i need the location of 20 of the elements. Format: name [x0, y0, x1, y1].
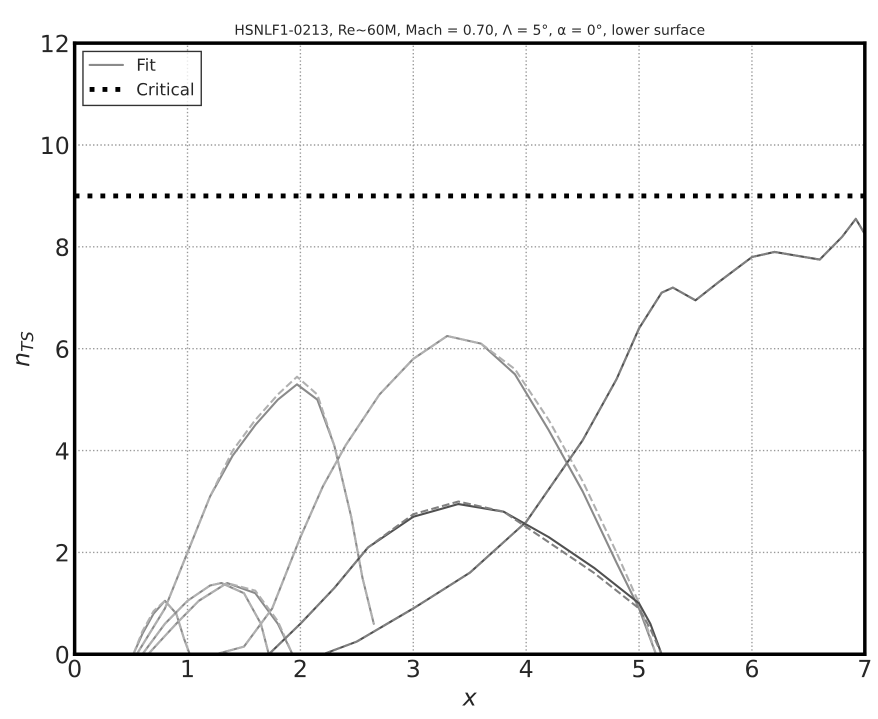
y-tick-label: 0 [56, 646, 68, 664]
x-tick-label: 7 [859, 660, 870, 678]
y-axis-title: n$_{TS}$ [16, 332, 34, 366]
x-tick-label: 4 [520, 660, 532, 678]
y-tick-label: 6 [56, 340, 68, 358]
y-tick-label: 2 [56, 544, 68, 562]
x-tick-label: 6 [746, 660, 758, 678]
y-tick-label: 4 [56, 442, 68, 460]
y-tick-label: 12 [42, 34, 68, 52]
chart-title: HSNLF1-0213, Re~60M, Mach = 0.70, Λ = 5°, α = 0°, lower surface [236, 24, 704, 36]
x-tick-label: 3 [408, 660, 419, 678]
y-tick-label: 10 [42, 136, 68, 154]
x-tick-label: 0 [68, 660, 81, 678]
x-tick-label: 2 [294, 660, 306, 678]
legend-label: Critical [137, 82, 194, 96]
x-axis-title: x [462, 692, 477, 706]
legend-label: Fit [138, 58, 156, 71]
x-tick-label: 1 [182, 660, 193, 678]
y-tick-label: 8 [56, 238, 68, 256]
x-tick-label: 5 [633, 660, 645, 678]
